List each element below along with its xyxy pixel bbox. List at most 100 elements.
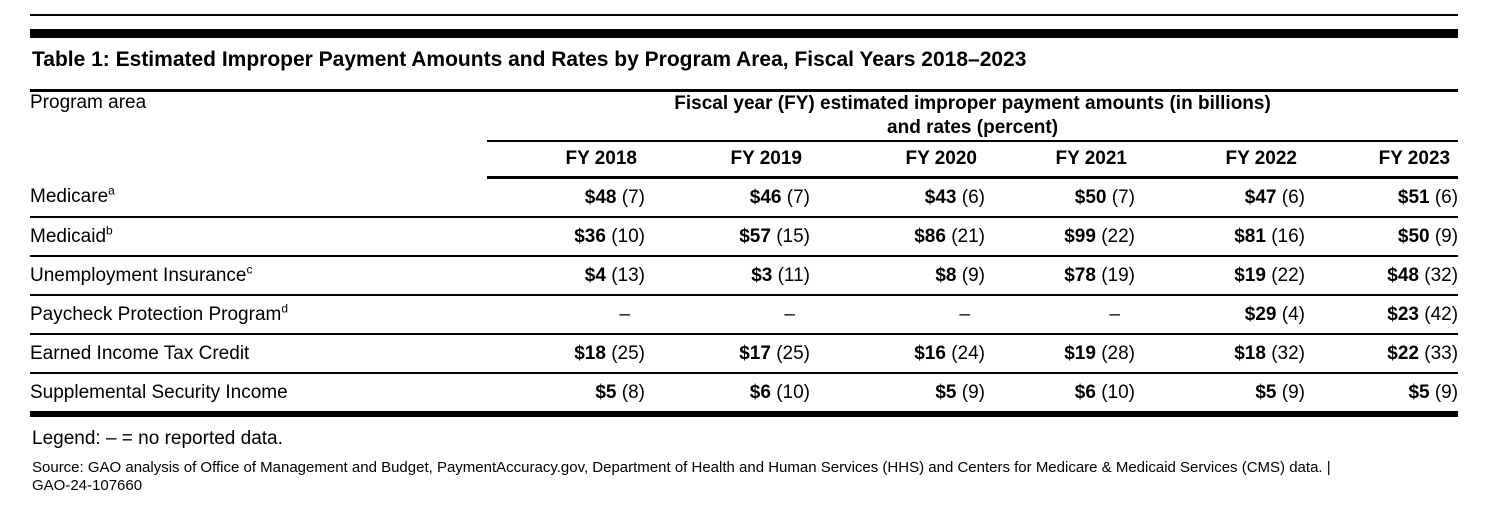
- amount-value: $50: [1397, 225, 1430, 247]
- value-cell: $47 (6): [1135, 177, 1305, 218]
- improper-payments-table: Program area Fiscal year (FY) estimated …: [30, 89, 1459, 417]
- column-header-fy2023: FY 2023: [1305, 141, 1459, 179]
- rate-value: (42): [1419, 303, 1459, 325]
- value-cell: $86 (21): [810, 217, 985, 257]
- rate-value: (7): [1106, 186, 1135, 208]
- value-cell: $5 (9): [1135, 373, 1305, 417]
- no-data-dash: –: [959, 303, 970, 325]
- value-cell: $50 (9): [1305, 217, 1459, 257]
- rate-value: (25): [770, 342, 810, 364]
- legend-note: Legend: – = no reported data.: [32, 428, 283, 449]
- rate-value: (6): [1429, 186, 1459, 208]
- value-cell: $81 (16): [1135, 217, 1305, 257]
- amount-value: $78: [1064, 264, 1096, 286]
- table-row: Unemployment Insurancec $4 (13) $3 (11) $8 …: [30, 256, 1459, 296]
- value-cell: $16 (24): [810, 334, 985, 374]
- amount-value: $19: [1064, 342, 1096, 364]
- value-cell: $6 (10): [985, 373, 1135, 417]
- program-name: Medicarea: [30, 177, 487, 218]
- column-header-fy2022: FY 2022: [1135, 141, 1305, 179]
- title-bar: [30, 29, 1458, 38]
- table-row: Earned Income Tax Credit $18 (25) $17 (25)…: [30, 334, 1459, 374]
- value-cell: $17 (25): [645, 334, 810, 374]
- rate-value: (4): [1276, 303, 1305, 325]
- rate-value: (19): [1095, 264, 1135, 286]
- value-cell: $48 (32): [1305, 256, 1459, 296]
- rate-value: (6): [1276, 186, 1305, 208]
- table-row: Supplemental Security Income $5 (8) $6 (10…: [30, 373, 1459, 417]
- value-cell: –: [985, 295, 1135, 335]
- value-cell: $50 (7): [985, 177, 1135, 218]
- rate-value: (32): [1419, 264, 1459, 286]
- amount-value: $5: [935, 381, 957, 403]
- amount-value: $51: [1397, 186, 1430, 208]
- rate-value: (9): [956, 381, 985, 403]
- amount-value: $8: [935, 264, 957, 286]
- value-cell: $99 (22): [985, 217, 1135, 257]
- value-cell: –: [487, 295, 645, 335]
- rate-value: (28): [1095, 342, 1135, 364]
- amount-value: $50: [1074, 186, 1107, 208]
- footnote-marker: b: [106, 223, 113, 238]
- no-data-dash: –: [784, 303, 795, 325]
- value-cell: $6 (10): [645, 373, 810, 417]
- rate-value: (16): [1265, 225, 1305, 247]
- fiscal-year-span-header: Fiscal year (FY) estimated improper paym…: [487, 90, 1459, 142]
- no-data-dash: –: [619, 303, 630, 325]
- value-cell: $36 (10): [487, 217, 645, 257]
- rate-value: (6): [956, 186, 985, 208]
- rate-value: (7): [616, 186, 645, 208]
- column-header-fy2020: FY 2020: [810, 141, 985, 179]
- value-cell: $23 (42): [1305, 295, 1459, 335]
- rate-value: (11): [772, 264, 810, 286]
- amount-value: $43: [924, 186, 957, 208]
- rate-value: (13): [605, 264, 645, 286]
- amount-value: $36: [574, 225, 606, 247]
- rate-value: (22): [1095, 225, 1135, 247]
- value-cell: $18 (32): [1135, 334, 1305, 374]
- program-name: Medicaidb: [30, 217, 487, 257]
- table-row: Paycheck Protection Programd – – – – $29 (4) $…: [30, 295, 1459, 335]
- program-name: Earned Income Tax Credit: [30, 334, 487, 374]
- rate-value: (10): [1095, 381, 1135, 403]
- amount-value: $48: [584, 186, 617, 208]
- program-name: Paycheck Protection Programd: [30, 295, 487, 335]
- rate-value: (9): [956, 264, 985, 286]
- rate-value: (9): [1429, 225, 1459, 247]
- amount-value: $6: [749, 381, 771, 403]
- value-cell: $51 (6): [1305, 177, 1459, 218]
- source-line2: GAO-24-107660: [32, 477, 143, 494]
- value-cell: $22 (33): [1305, 334, 1459, 374]
- top-rule: [30, 14, 1458, 16]
- span-header-row: Program area Fiscal year (FY) estimated …: [30, 90, 1459, 142]
- footnote-marker: d: [281, 301, 289, 316]
- program-name: Unemployment Insurancec: [30, 256, 487, 296]
- value-cell: $29 (4): [1135, 295, 1305, 335]
- rate-value: (10): [770, 381, 810, 403]
- amount-value: $81: [1234, 225, 1266, 247]
- table-title: Table 1: Estimated Improper Payment Amou…: [32, 48, 1027, 71]
- rate-value: (7): [781, 186, 810, 208]
- value-cell: $19 (22): [1135, 256, 1305, 296]
- source-line1: Source: GAO analysis of Office of Manage…: [32, 459, 1331, 476]
- value-cell: –: [810, 295, 985, 335]
- rate-value: (21): [945, 225, 985, 247]
- rate-value: (24): [945, 342, 985, 364]
- amount-value: $46: [749, 186, 782, 208]
- value-cell: $3 (11): [645, 256, 810, 296]
- value-cell: $5 (8): [487, 373, 645, 417]
- amount-value: $5: [1255, 381, 1277, 403]
- table-row: Medicaidb $36 (10) $57 (15) $86 (21) $99 (22…: [30, 217, 1459, 257]
- value-cell: $48 (7): [487, 177, 645, 218]
- value-cell: $43 (6): [810, 177, 985, 218]
- table-body: Medicarea $48 (7) $46 (7) $43 (6) $50 (7) $47…: [30, 177, 1459, 417]
- span-header-line1: Fiscal year (FY) estimated improper paym…: [674, 93, 1271, 114]
- footnote-marker: c: [246, 262, 253, 277]
- rate-value: (10): [605, 225, 645, 247]
- rate-value: (9): [1429, 381, 1459, 403]
- value-cell: $57 (15): [645, 217, 810, 257]
- value-cell: $46 (7): [645, 177, 810, 218]
- source-note: Source: GAO analysis of Office of Manage…: [32, 459, 1458, 495]
- amount-value: $86: [914, 225, 946, 247]
